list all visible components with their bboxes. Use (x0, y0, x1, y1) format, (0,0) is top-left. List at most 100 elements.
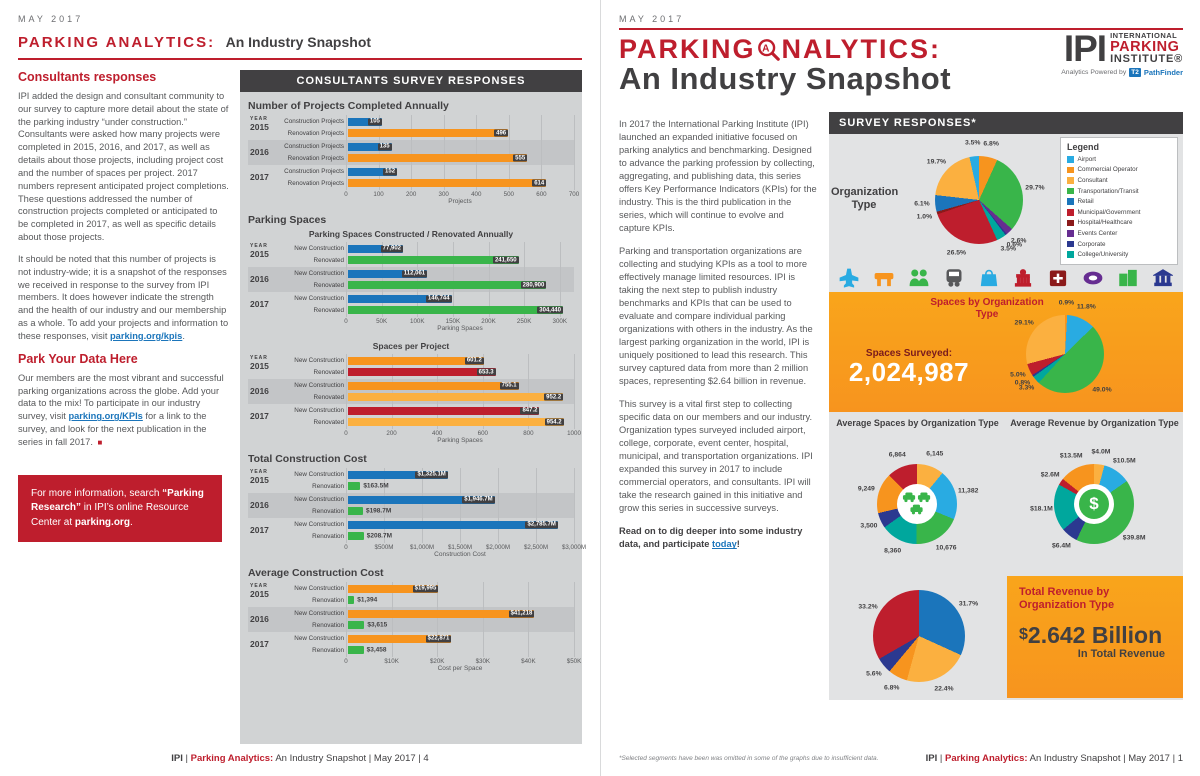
pie-label: 0.6% (1006, 241, 1023, 249)
axis-tick: $3,000M (561, 544, 587, 551)
kpis-link-2[interactable]: parking.org/KPIs (68, 411, 143, 422)
bar-track: 280,900 (348, 281, 574, 290)
pie-label: 8,360 (884, 547, 902, 555)
total-revenue-title: Total Revenue by Organization Type (1019, 586, 1115, 612)
shopping-bag-icon (979, 268, 999, 288)
row-label: New Construction (294, 270, 344, 278)
legend-label: Airport (1077, 155, 1097, 163)
today-link[interactable]: today (712, 539, 737, 550)
rows: New Construction $41,218 Renovation $3,615 (278, 608, 574, 631)
bar-value: $19,995 (412, 585, 439, 593)
row-label: Renovated (313, 306, 344, 314)
year-value: 2016 (250, 274, 269, 284)
bar-value: 601.2 (464, 357, 484, 365)
bar-chart: Number of Projects Completed Annually YEA… (248, 100, 579, 205)
footer-right: IPI | Parking Analytics: An Industry Sna… (926, 753, 1183, 764)
spaces-surveyed-value: 2,024,987 (848, 357, 970, 387)
row-label: Renovated (313, 281, 344, 289)
chart-row: Renovation $1,394 (278, 595, 574, 607)
consultants-charts: Number of Projects Completed Annually YEA… (240, 92, 586, 672)
bar: 952.2 (348, 393, 564, 402)
amount-value: 2.642 Billion (1027, 622, 1163, 649)
info-bold-1: “Parking Research” (31, 487, 204, 514)
year-group: 2016 New Construction $41,218 Renovation $3,… (248, 607, 574, 632)
axis-tick: 100 (373, 191, 384, 198)
chart-row: Construction Projects 105 (278, 116, 574, 128)
bar-track: $22,871 (348, 634, 574, 643)
para3-text: Our members are the most vibrant and suc… (18, 372, 224, 422)
gridline (574, 468, 575, 543)
year-value: 2017 (250, 411, 269, 421)
pie-label: $10.5M (1113, 457, 1136, 465)
bar-track: 135 (348, 142, 574, 151)
chart-row: Renovated 241,650 (278, 255, 574, 267)
sector-icons (829, 266, 1183, 290)
row-label: Renovation (312, 596, 344, 604)
axis-tick: 100K (410, 318, 425, 325)
chart-row: Construction Projects 135 (278, 141, 574, 153)
legend-item: Hospital/Healthcare (1067, 218, 1171, 229)
year-value: 2017 (250, 525, 269, 535)
info-text-3: . (129, 516, 133, 528)
legend-item: Municipal/Government (1067, 207, 1171, 218)
bar-value: $1,394 (357, 596, 378, 604)
axis-tick: $1,000M (409, 544, 435, 551)
bar: 601.2 (348, 356, 484, 365)
row-label: Renovated (313, 393, 344, 401)
bar-track: 77,902 (348, 244, 574, 253)
bar-track: 601.2 (348, 356, 574, 365)
year-label: 2017 (248, 166, 278, 189)
powered-by-label: Analytics Powered by (1061, 69, 1127, 77)
bar: 755.1 (348, 381, 519, 390)
year-label: YEAR 2015 (248, 243, 278, 266)
gridline (482, 582, 484, 657)
page-left: MAY 2017 PARKING ANALYTICS: An Industry … (18, 14, 587, 764)
footer-sep: | (182, 753, 191, 764)
t2-badge: T2 (1129, 68, 1141, 78)
para3-end: for a link to the survey, and look for t… (18, 411, 207, 447)
para2-end: . (182, 330, 185, 341)
pie-label: $6.4M (1051, 542, 1071, 550)
pie-label: $4.0M (1091, 448, 1111, 456)
consultants-heading: Consultants responses (18, 70, 157, 84)
page-title-sub: An Industry Snapshot (225, 34, 372, 50)
axis-tick: 600 (536, 191, 547, 198)
rows: New Construction $1,325.1M Renovation $163.… (278, 469, 574, 492)
gridline (574, 582, 575, 657)
gridline (488, 242, 490, 317)
year-group: 2017 New Construction $2,785.7M Renovation $… (248, 518, 574, 543)
bar-track: 105 (348, 117, 574, 126)
bar-track: $1,325.1M (348, 470, 574, 479)
ipi-logo-acronym: IPI (1063, 28, 1107, 69)
spaces-panel-title: Spaces by Organization Type (930, 297, 1044, 320)
axis-tick: $40K (521, 658, 536, 665)
consultants-para-2: It should be noted that this number of p… (18, 253, 230, 343)
pie-label: 5.6% (866, 670, 882, 678)
legend-item: Retail (1067, 196, 1171, 207)
bar-value: 847.2 (520, 407, 540, 415)
chart-heading: Average Construction Cost (248, 567, 384, 579)
capitol-icon (1013, 268, 1033, 288)
bar-track: $3,458 (348, 646, 574, 655)
bar-track: 847.2 (348, 406, 574, 415)
row-label: New Construction (294, 610, 344, 618)
pie-label: 6,864 (888, 451, 906, 459)
pie-label: $18.1M (1030, 505, 1053, 513)
year-value: 2016 (250, 614, 269, 624)
park-your-data-heading: Park Your Data Here (18, 351, 138, 366)
year-label: 2016 (248, 608, 278, 631)
bar-value: 105 (367, 118, 382, 126)
legend-label: Hospital/Healthcare (1077, 219, 1133, 227)
consultants-para-1: IPI added the design and consultant comm… (18, 91, 229, 243)
gridline (524, 242, 526, 317)
chart-row: Renovation $163.5M (278, 481, 574, 493)
pie (935, 156, 1023, 244)
row-label: Construction Projects (284, 143, 344, 151)
intro-para-3: This survey is a vital first step to col… (619, 399, 813, 514)
bar: $22,871 (348, 634, 452, 643)
kpis-link[interactable]: parking.org/kpis (109, 330, 183, 341)
axis-tick: 0 (344, 658, 348, 665)
bar-value: $163.5M (363, 482, 389, 490)
row-label: Renovation Projects (287, 154, 344, 162)
axis-tick: 50K (376, 318, 388, 325)
